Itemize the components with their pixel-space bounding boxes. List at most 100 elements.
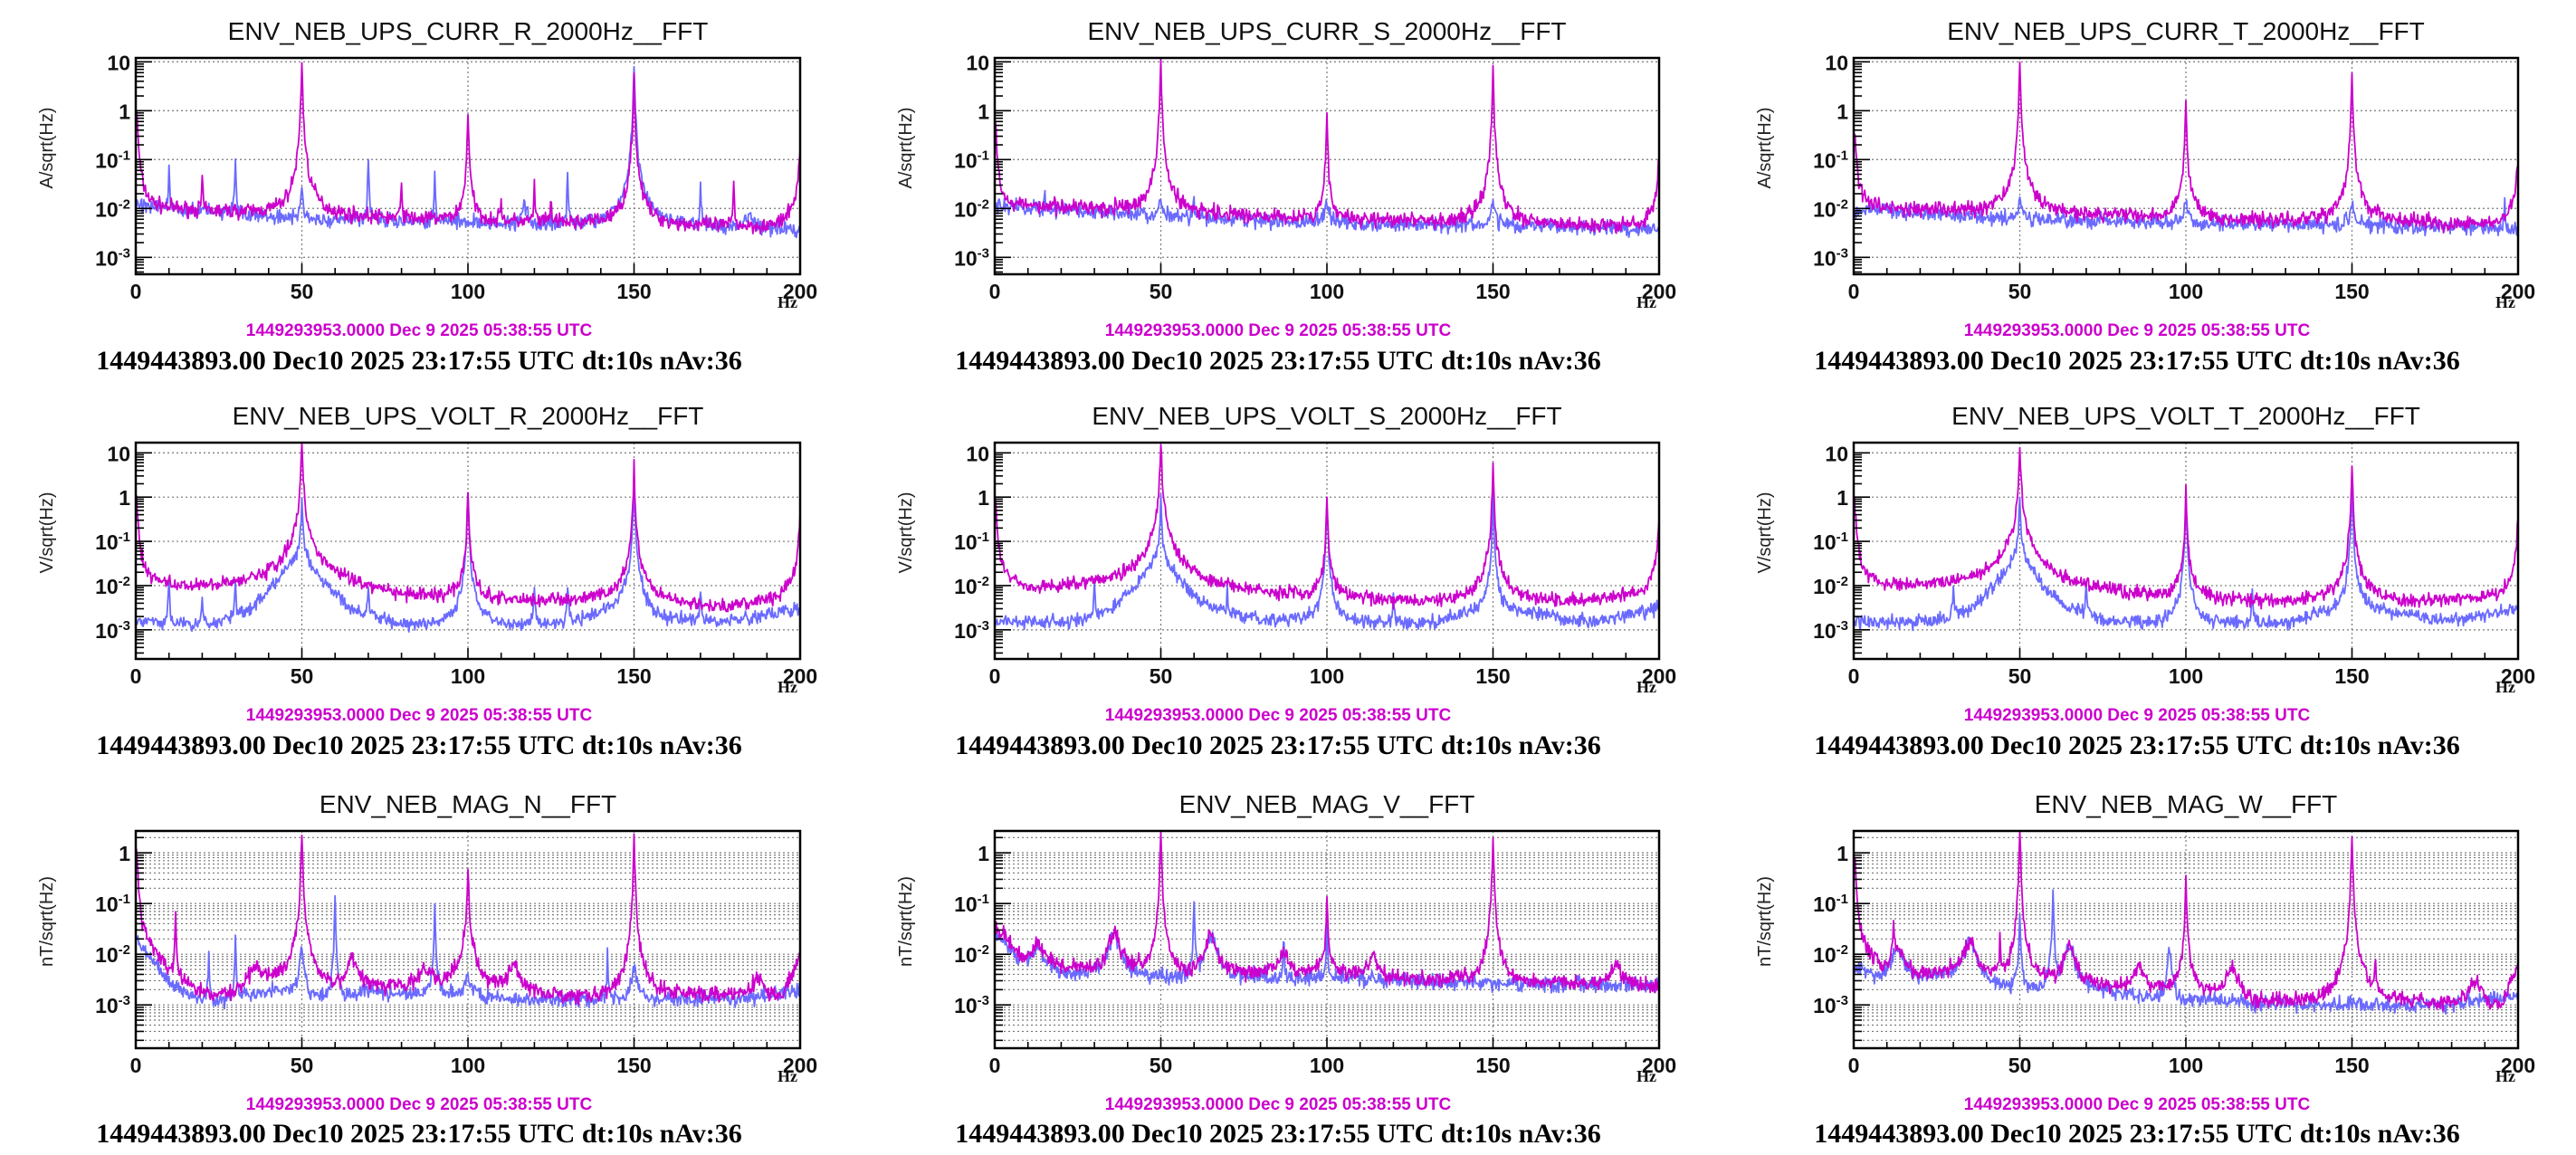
x-tick-label: 200 <box>783 1054 817 1077</box>
y-axis-label: V/sqrt(Hz) <box>37 492 57 574</box>
y-tick-label: 1 <box>119 100 130 123</box>
y-tick-label: 10-3 <box>954 993 989 1017</box>
chart-title: ENV_NEB_UPS_VOLT_R_2000Hz__FFT <box>233 402 704 430</box>
y-axis-label: V/sqrt(Hz) <box>1755 492 1775 574</box>
y-tick-label: 10-2 <box>1813 196 1848 221</box>
fft-panel: ENV_NEB_UPS_VOLT_T_2000Hz__FFT 0 50 100 150 2… <box>1718 385 2576 769</box>
y-tick-label: 10-2 <box>1813 574 1848 598</box>
fft-panel: ENV_NEB_UPS_CURR_S_2000Hz__FFT 0 50 100 150 2… <box>859 0 1718 385</box>
fft-chart: ENV_NEB_UPS_VOLT_S_2000Hz__FFT 0 50 100 150 2… <box>896 402 1676 760</box>
fft-chart: ENV_NEB_UPS_CURR_R_2000Hz__FFT 0 50 100 150 2… <box>37 17 817 376</box>
reference-spectrum-line <box>135 442 801 613</box>
y-tick-label: 10-3 <box>954 618 989 643</box>
current-spectrum-line <box>135 894 801 1010</box>
y-tick-label: 1 <box>978 486 989 510</box>
x-axis-label: Hz <box>2495 1067 2515 1085</box>
fft-panel: ENV_NEB_UPS_CURR_T_2000Hz__FFT 0 50 100 150 2… <box>1718 0 2576 385</box>
x-axis-label: Hz <box>1636 678 1656 696</box>
x-tick-label: 100 <box>1310 1054 1344 1077</box>
x-tick-label: 100 <box>1310 664 1344 688</box>
x-tick-label: 150 <box>2334 280 2369 303</box>
x-axis-label: Hz <box>1636 293 1656 311</box>
grid <box>1854 58 2518 274</box>
chart-title: ENV_NEB_UPS_CURR_R_2000Hz__FFT <box>228 17 709 45</box>
chart-title: ENV_NEB_UPS_CURR_S_2000Hz__FFT <box>1087 17 1566 45</box>
fft-panel: ENV_NEB_MAG_W__FFT 0 50 100 150 200 Hz 1 10-1 10-… <box>1718 769 2576 1154</box>
reference-spectrum-line <box>1853 830 2519 1012</box>
grid <box>1854 831 2518 1048</box>
x-tick-label: 50 <box>291 664 314 688</box>
x-tick-label: 150 <box>1475 664 1510 688</box>
y-tick-label: 10 <box>966 442 989 465</box>
y-tick-label: 10-2 <box>95 196 130 221</box>
x-tick-label: 100 <box>451 1054 485 1077</box>
fft-chart: ENV_NEB_UPS_VOLT_R_2000Hz__FFT 0 50 100 150 2… <box>37 402 817 760</box>
grid <box>995 443 1659 659</box>
y-tick-label: 10-3 <box>954 245 989 270</box>
y-tick-label: 10-2 <box>95 942 130 967</box>
current-timestamp: 1449443893.00 Dec10 2025 23:17:55 UTC dt… <box>955 1119 1601 1149</box>
grid <box>1854 443 2518 659</box>
y-tick-label: 10 <box>107 51 130 74</box>
y-tick-label: 10 <box>1825 442 1848 465</box>
y-tick-label: 10-1 <box>1813 530 1848 554</box>
x-tick-label: 50 <box>1150 664 1173 688</box>
x-tick-label: 100 <box>2169 1054 2203 1077</box>
current-timestamp: 1449443893.00 Dec10 2025 23:17:55 UTC dt… <box>96 1119 742 1149</box>
current-timestamp: 1449443893.00 Dec10 2025 23:17:55 UTC dt… <box>96 346 742 376</box>
x-tick-label: 0 <box>1848 664 1860 688</box>
x-axis-label: Hz <box>778 678 797 696</box>
y-tick-label: 1 <box>978 100 989 123</box>
x-tick-label: 50 <box>1150 280 1173 303</box>
fft-panel: ENV_NEB_UPS_VOLT_R_2000Hz__FFT 0 50 100 150 2… <box>0 385 859 769</box>
x-tick-label: 200 <box>2501 1054 2535 1077</box>
x-tick-label: 150 <box>1475 280 1510 303</box>
y-tick-label: 10-1 <box>95 148 130 172</box>
y-axis-label: A/sqrt(Hz) <box>37 108 57 189</box>
y-axis-label: nT/sqrt(Hz) <box>1755 876 1775 967</box>
y-tick-label: 10-3 <box>1813 245 1848 270</box>
chart-title: ENV_NEB_UPS_VOLT_T_2000Hz__FFT <box>1951 402 2420 430</box>
y-tick-label: 10-2 <box>954 942 989 967</box>
chart-title: ENV_NEB_MAG_W__FFT <box>2035 790 2338 818</box>
x-tick-label: 100 <box>451 280 485 303</box>
x-tick-label: 150 <box>2334 1054 2369 1077</box>
current-spectrum-line <box>1853 196 2519 237</box>
fft-chart: ENV_NEB_UPS_CURR_S_2000Hz__FFT 0 50 100 150 2… <box>896 17 1676 376</box>
x-tick-label: 100 <box>2169 664 2203 688</box>
current-timestamp: 1449443893.00 Dec10 2025 23:17:55 UTC dt… <box>1814 1119 2460 1149</box>
grid <box>136 58 800 274</box>
reference-timestamp: 1449293953.0000 Dec 9 2025 05:38:55 UTC <box>246 1095 593 1114</box>
current-timestamp: 1449443893.00 Dec10 2025 23:17:55 UTC dt… <box>955 346 1601 376</box>
y-tick-label: 1 <box>119 486 130 510</box>
reference-timestamp: 1449293953.0000 Dec 9 2025 05:38:55 UTC <box>1105 321 1452 340</box>
x-axis-label: Hz <box>1636 1067 1656 1085</box>
fft-panel: ENV_NEB_UPS_CURR_R_2000Hz__FFT 0 50 100 150 2… <box>0 0 859 385</box>
x-tick-label: 200 <box>2501 280 2535 303</box>
y-tick-label: 10-2 <box>1813 942 1848 967</box>
current-timestamp: 1449443893.00 Dec10 2025 23:17:55 UTC dt… <box>955 730 1601 760</box>
x-tick-label: 200 <box>1642 280 1676 303</box>
fft-panel: ENV_NEB_MAG_V__FFT 0 50 100 150 200 Hz 1 10-1 10-… <box>859 769 1718 1154</box>
fft-chart: ENV_NEB_UPS_VOLT_T_2000Hz__FFT 0 50 100 150 2… <box>1755 402 2535 760</box>
reference-spectrum-line <box>135 833 801 1007</box>
x-tick-label: 150 <box>616 280 651 303</box>
x-axis-label: Hz <box>778 1067 797 1085</box>
reference-timestamp: 1449293953.0000 Dec 9 2025 05:38:55 UTC <box>246 706 593 725</box>
x-tick-label: 200 <box>783 280 817 303</box>
chart-title: ENV_NEB_UPS_CURR_T_2000Hz__FFT <box>1947 17 2425 45</box>
x-tick-label: 0 <box>989 1054 1001 1077</box>
y-tick-label: 10 <box>1825 51 1848 74</box>
current-timestamp: 1449443893.00 Dec10 2025 23:17:55 UTC dt… <box>96 730 742 760</box>
y-tick-label: 10-1 <box>95 530 130 554</box>
fft-panel: ENV_NEB_MAG_N__FFT 0 50 100 150 200 Hz 1 10-1 10-… <box>0 769 859 1154</box>
x-tick-label: 0 <box>989 664 1001 688</box>
grid <box>995 831 1659 1048</box>
reference-timestamp: 1449293953.0000 Dec 9 2025 05:38:55 UTC <box>1964 706 2311 725</box>
reference-timestamp: 1449293953.0000 Dec 9 2025 05:38:55 UTC <box>1105 706 1452 725</box>
reference-spectrum-line <box>994 444 1660 610</box>
y-tick-label: 10-3 <box>95 993 130 1017</box>
x-tick-label: 0 <box>130 664 142 688</box>
